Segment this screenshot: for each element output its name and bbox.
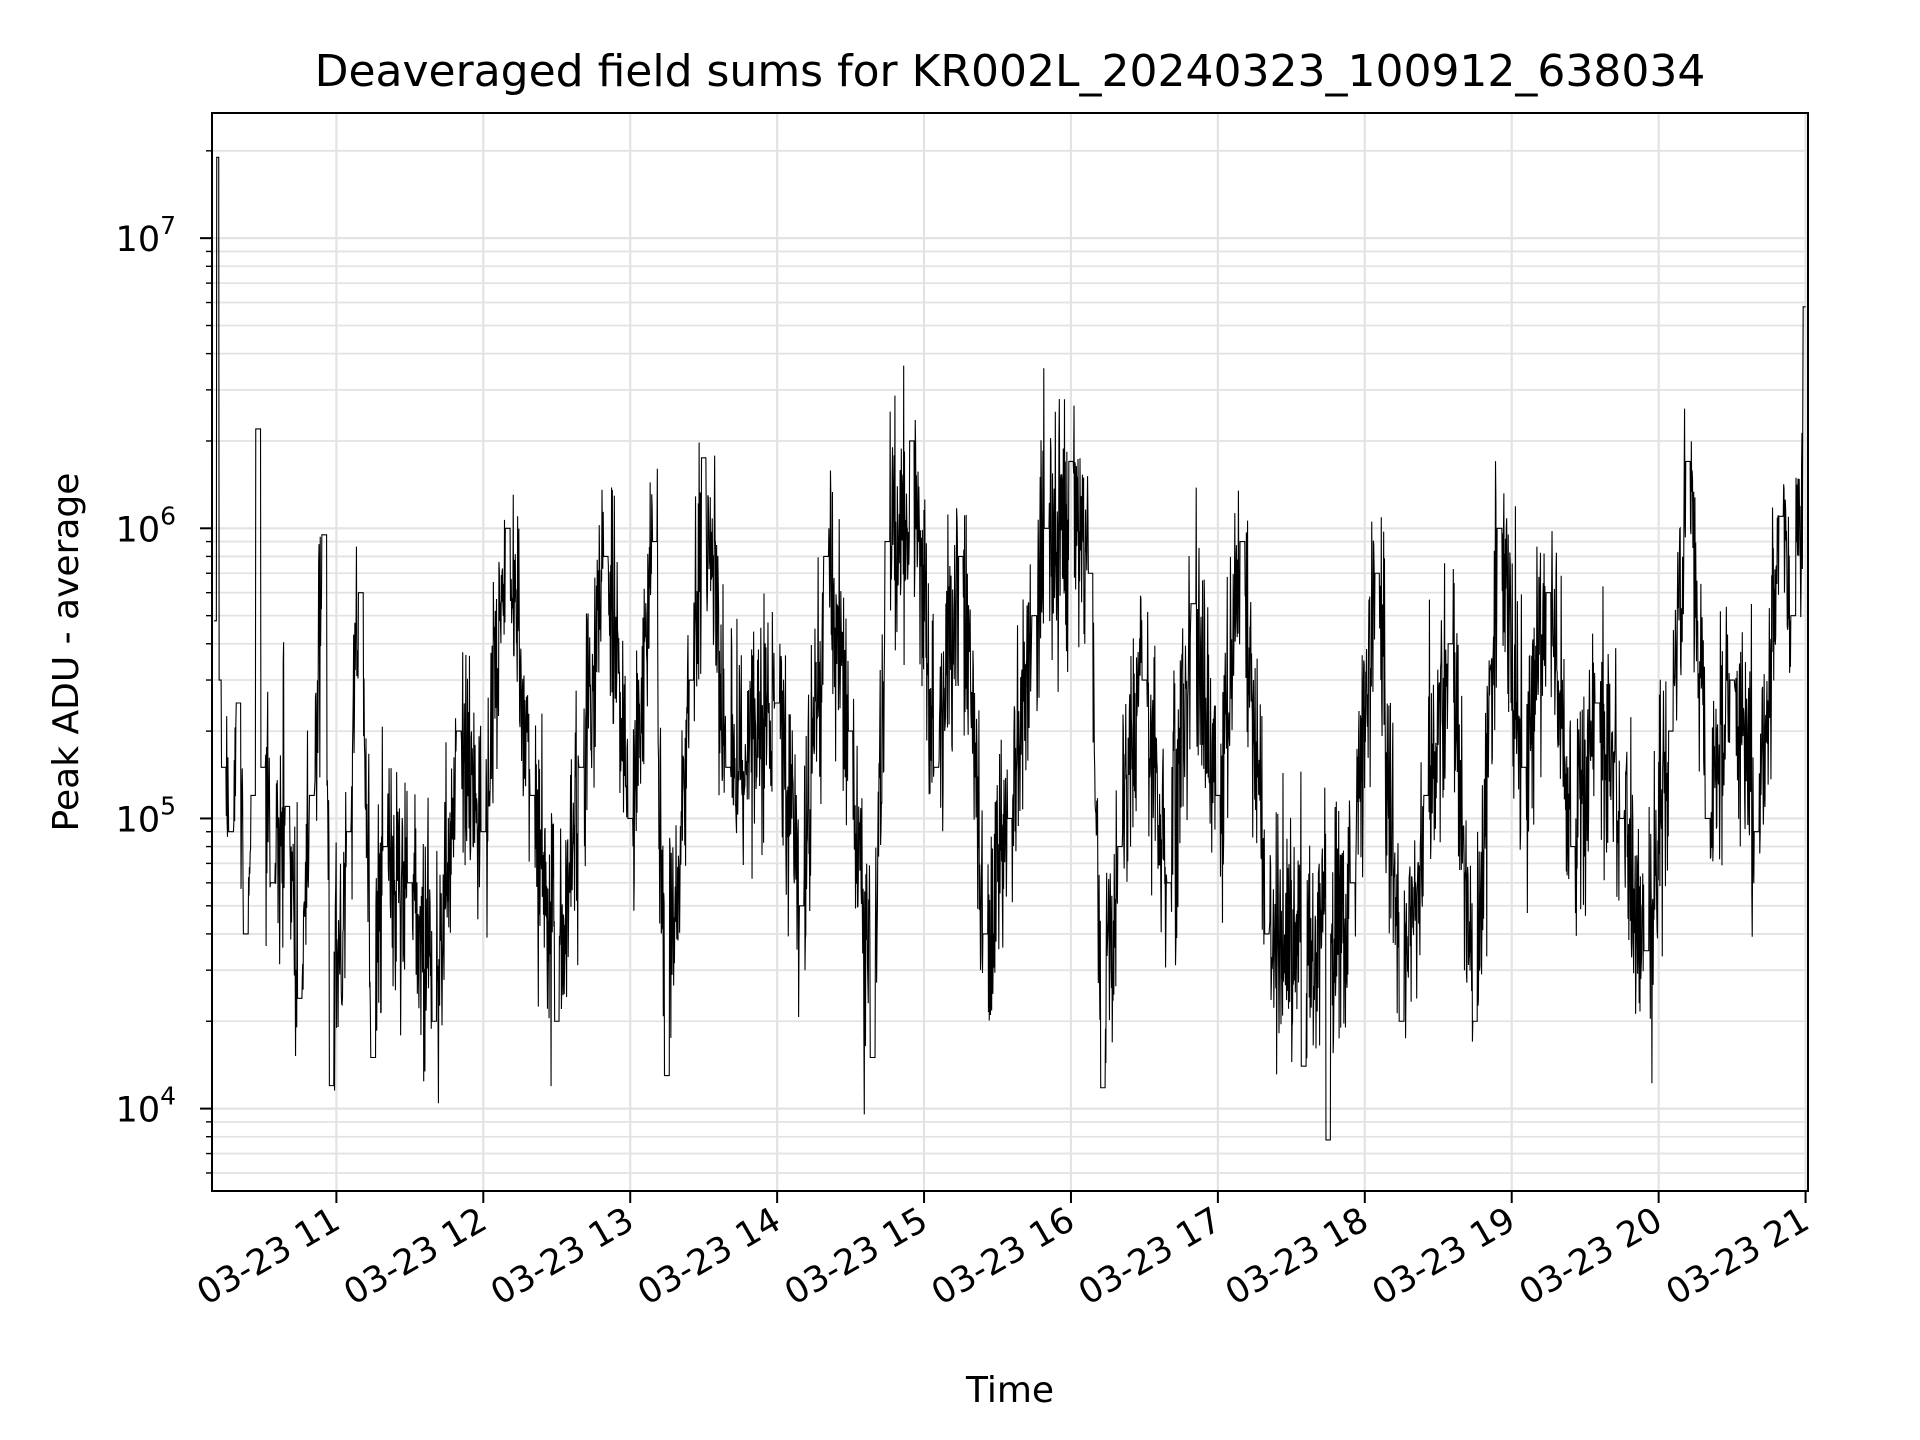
data-series [213,156,1806,1141]
y-tick-label: 106 [116,501,176,550]
y-tick-label: 104 [116,1082,176,1131]
x-axis-label: Time [965,1370,1054,1411]
y-tick-label: 105 [116,791,176,840]
y-tick-label: 107 [116,211,176,260]
y-axis-label: Peak ADU - average [46,473,87,832]
plot-frame [211,112,1809,1192]
chart-title: Deaveraged field sums for KR002L_2024032… [315,46,1706,97]
